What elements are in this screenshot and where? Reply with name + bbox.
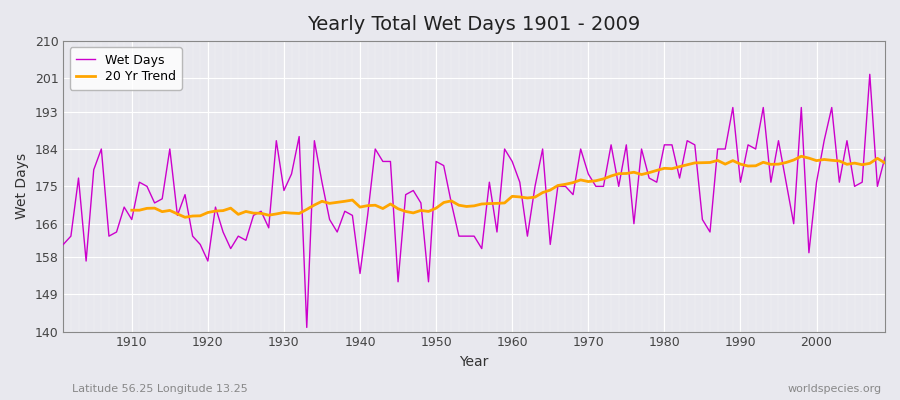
Wet Days [119, 205, 130, 210]
20 Yr Trend [278, 210, 289, 215]
20 Yr Trend [583, 179, 594, 184]
Legend: Wet Days, 20 Yr Trend: Wet Days, 20 Yr Trend [69, 47, 182, 90]
Line: Wet Days: Wet Days [63, 74, 885, 328]
Wet Days [339, 209, 350, 214]
Wet Days [286, 172, 297, 176]
20 Yr Trend [834, 158, 845, 163]
Text: worldspecies.org: worldspecies.org [788, 384, 882, 394]
20 Yr Trend [522, 196, 533, 200]
Wet Days [864, 72, 875, 77]
Text: Latitude 56.25 Longitude 13.25: Latitude 56.25 Longitude 13.25 [72, 384, 248, 394]
Line: 20 Yr Trend: 20 Yr Trend [131, 156, 885, 217]
X-axis label: Year: Year [460, 355, 489, 369]
Wet Days [507, 159, 517, 164]
Wet Days [879, 155, 890, 160]
Wet Days [515, 180, 526, 184]
20 Yr Trend [309, 203, 320, 208]
20 Yr Trend [180, 215, 191, 220]
Wet Days [58, 242, 68, 247]
Title: Yearly Total Wet Days 1901 - 2009: Yearly Total Wet Days 1901 - 2009 [308, 15, 641, 34]
20 Yr Trend [126, 208, 137, 213]
20 Yr Trend [879, 160, 890, 165]
20 Yr Trend [857, 162, 868, 167]
Wet Days [302, 325, 312, 330]
20 Yr Trend [796, 154, 806, 159]
Y-axis label: Wet Days: Wet Days [15, 153, 29, 220]
Wet Days [606, 142, 616, 147]
